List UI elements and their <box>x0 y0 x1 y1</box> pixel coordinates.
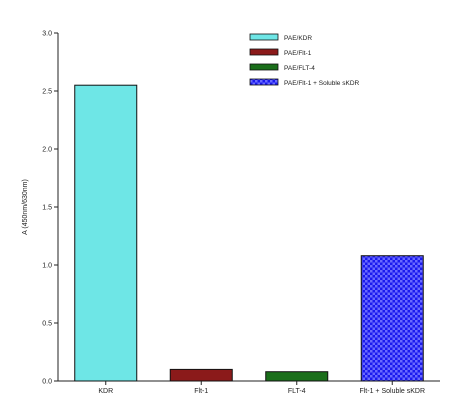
legend-swatch <box>249 33 279 41</box>
legend: PAE/KDR PAE/Flt-1 PAE/FLT-4 PAE/Flt-1 + Sol… <box>249 33 360 87</box>
legend-swatch <box>249 78 279 86</box>
x-tick-label: KDR <box>98 388 113 395</box>
y-axis-title: A (450nm/630nm) <box>22 179 29 235</box>
legend-label: PAE/KDR <box>284 35 312 42</box>
y-tick-label: 2.5 <box>42 89 52 96</box>
legend-swatch <box>249 63 279 71</box>
legend-label: PAE/Flt-1 <box>284 50 312 57</box>
x-tick-label: Flt-1 <box>194 388 208 395</box>
y-tick-label: 1.5 <box>42 205 52 212</box>
bar <box>360 255 424 382</box>
y-tick-label: 2.0 <box>42 147 52 154</box>
legend-label: PAE/FLT-4 <box>284 65 315 72</box>
y-tick-label: 0.5 <box>42 321 52 328</box>
plot-area: 0.0 0.5 1.0 1.5 2.0 2.5 3.0 A (450nm/630nm) KDR F… <box>22 31 440 395</box>
y-tick-label: 1.0 <box>42 263 52 270</box>
legend-label: PAE/Flt-1 + Soluble sKDR <box>284 80 360 87</box>
y-tick-label: 0.0 <box>42 379 52 386</box>
bar <box>169 368 233 382</box>
x-tick-label: Flt-1 + Soluble sKDR <box>359 388 425 395</box>
x-tick-label: FLT-4 <box>288 388 306 395</box>
legend-swatch <box>249 48 279 56</box>
y-tick-label: 3.0 <box>42 31 52 38</box>
bar <box>74 84 138 382</box>
bar <box>265 371 329 382</box>
